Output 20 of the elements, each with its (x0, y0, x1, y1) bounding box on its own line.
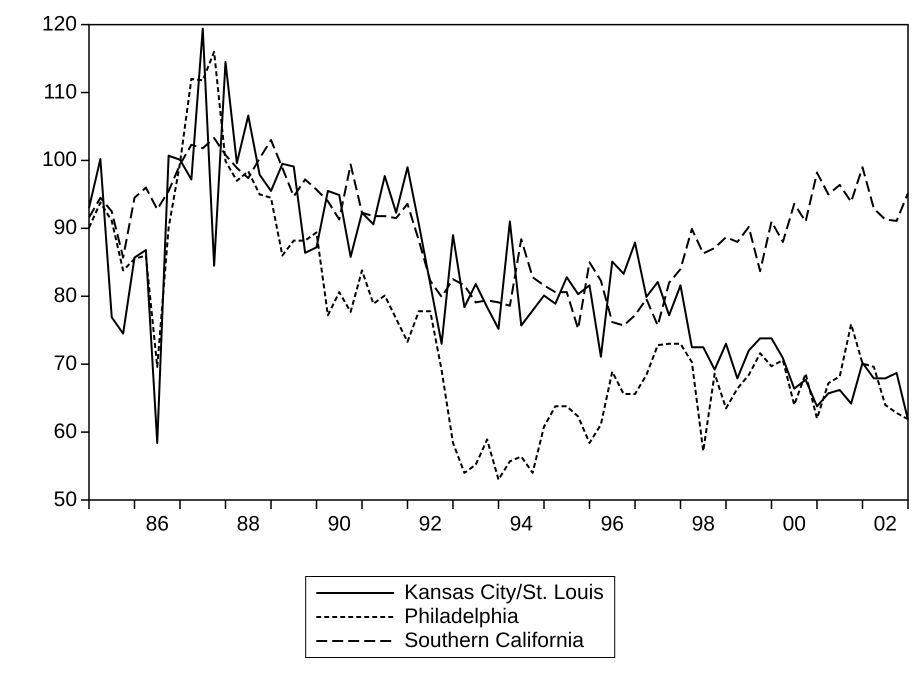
y-tick-label: 80 (54, 284, 77, 308)
x-tick-label: 86 (146, 512, 169, 536)
x-tick-label: 92 (418, 512, 442, 536)
y-tick-label: 60 (54, 420, 77, 443)
y-tick-label: 100 (42, 148, 77, 172)
x-tick-label: 00 (782, 512, 806, 536)
y-tick-label: 120 (42, 12, 77, 36)
x-tick-label: 88 (236, 512, 260, 536)
x-tick-label: 96 (600, 512, 624, 536)
x-tick-label: 94 (510, 512, 534, 536)
y-tick-label: 110 (44, 80, 77, 104)
y-tick-label: 90 (54, 216, 77, 240)
legend-label: Southern California (404, 629, 584, 653)
x-tick-label: 98 (692, 512, 715, 536)
legend-label: Kansas City/St. Louis (404, 581, 604, 605)
y-tick-label: 50 (54, 488, 77, 511)
y-tick-label: 70 (54, 352, 77, 375)
x-tick-label: 90 (328, 512, 351, 536)
x-tick-label: 02 (874, 512, 897, 536)
legend-label: Philadelphia (404, 605, 519, 629)
